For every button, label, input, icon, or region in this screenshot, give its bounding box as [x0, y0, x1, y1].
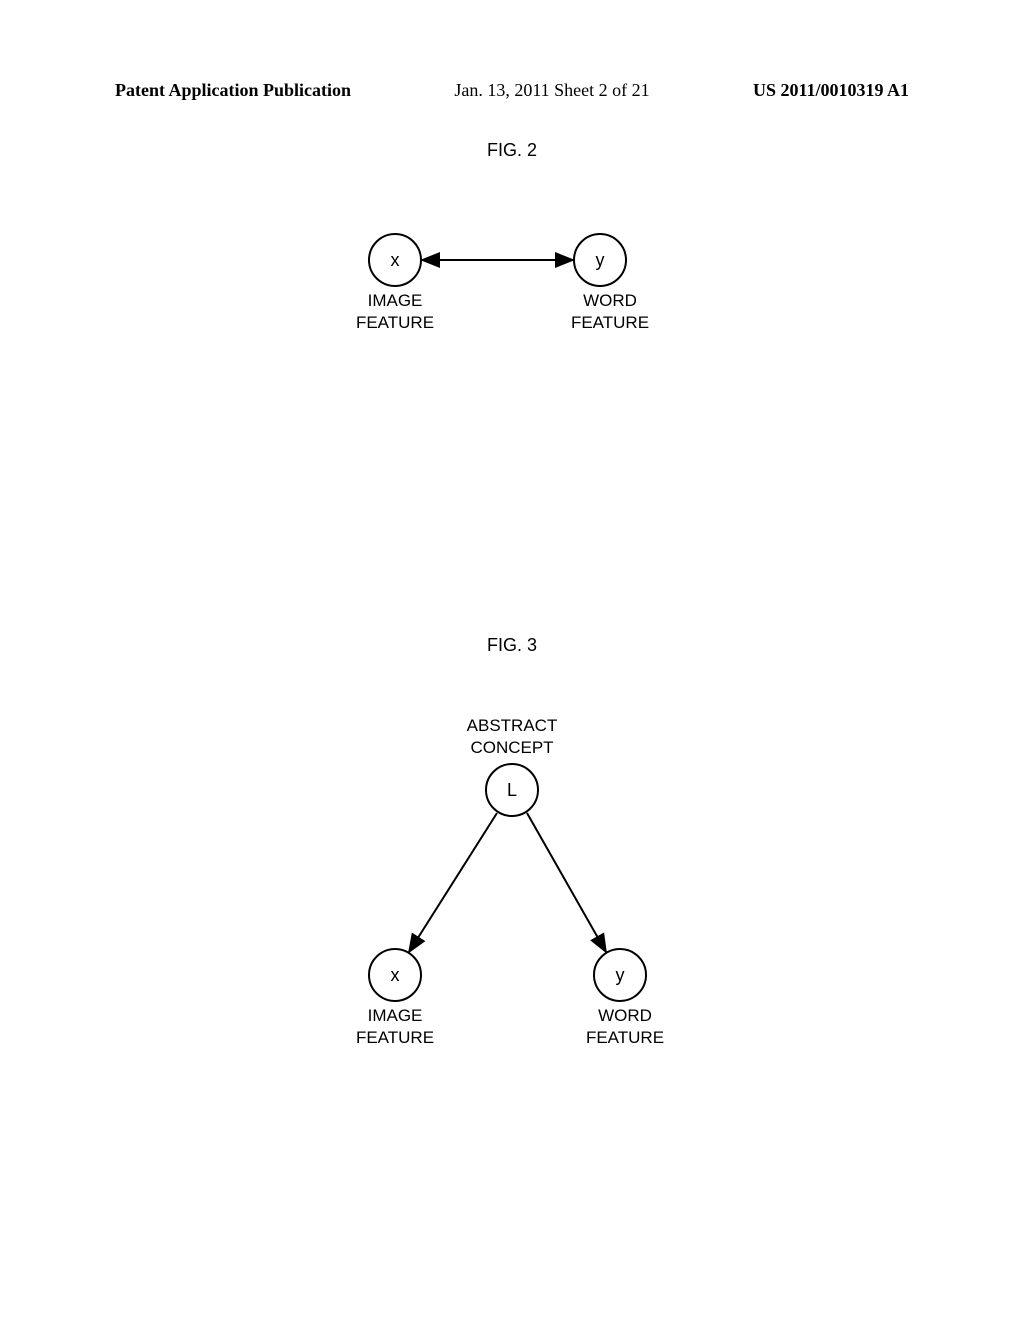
- fig3-node-y-label-line2: FEATURE: [586, 1028, 664, 1047]
- fig3-node-y-label-line1: WORD: [598, 1006, 652, 1025]
- fig3-diagram: ABSTRACT CONCEPT L x IMAGE FEATURE y WOR…: [0, 720, 1024, 1050]
- fig2-node-x-label: IMAGE FEATURE: [345, 290, 445, 334]
- header-date-sheet: Jan. 13, 2011 Sheet 2 of 21: [454, 80, 649, 101]
- fig3-node-y: y: [593, 948, 647, 1002]
- fig3-node-L-label-line2: CONCEPT: [470, 738, 553, 757]
- fig3-label: FIG. 3: [0, 635, 1024, 656]
- fig3-node-y-symbol: y: [616, 965, 625, 986]
- fig2-node-y: y: [573, 233, 627, 287]
- fig2-node-x-label-line2: FEATURE: [356, 313, 434, 332]
- fig3-node-y-label: WORD FEATURE: [565, 1005, 685, 1049]
- fig3-node-x-symbol: x: [391, 965, 400, 986]
- patent-header: Patent Application Publication Jan. 13, …: [0, 80, 1024, 101]
- fig2-node-y-label: WORD FEATURE: [550, 290, 670, 334]
- header-patent-number: US 2011/0010319 A1: [753, 80, 909, 101]
- fig2-arrow: [0, 230, 1024, 380]
- fig2-node-x-symbol: x: [391, 250, 400, 271]
- fig3-node-x-label-line1: IMAGE: [368, 1006, 423, 1025]
- fig3-node-x: x: [368, 948, 422, 1002]
- fig3-node-L-label-line1: ABSTRACT: [467, 716, 558, 735]
- header-publication: Patent Application Publication: [115, 80, 351, 101]
- fig2-node-x-label-line1: IMAGE: [368, 291, 423, 310]
- fig2-diagram: x IMAGE FEATURE y WORD FEATURE: [0, 230, 1024, 380]
- fig2-node-y-label-line1: WORD: [583, 291, 637, 310]
- fig3-node-L-label: ABSTRACT CONCEPT: [452, 715, 572, 759]
- fig3-node-L-symbol: L: [507, 780, 517, 801]
- fig2-node-y-symbol: y: [596, 250, 605, 271]
- fig3-node-x-label: IMAGE FEATURE: [345, 1005, 445, 1049]
- fig2-node-y-label-line2: FEATURE: [571, 313, 649, 332]
- fig2-label: FIG. 2: [0, 140, 1024, 161]
- fig2-node-x: x: [368, 233, 422, 287]
- fig3-node-x-label-line2: FEATURE: [356, 1028, 434, 1047]
- fig3-node-L: L: [485, 763, 539, 817]
